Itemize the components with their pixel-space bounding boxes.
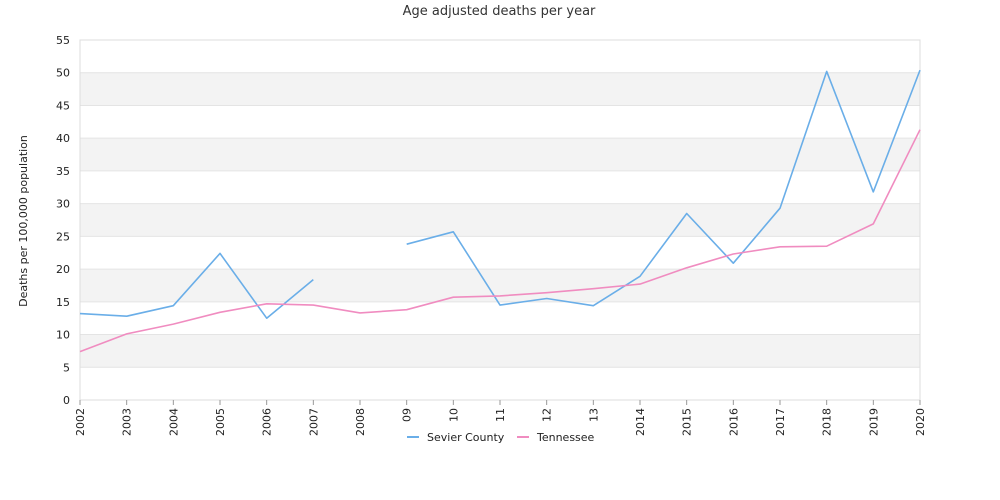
y-tick-label: 10 [56, 329, 70, 342]
x-tick-label: 2002 [74, 408, 87, 436]
x-tick-label: 2018 [821, 408, 834, 436]
y-tick-label: 35 [56, 165, 70, 178]
legend: Sevier County Tennessee [407, 431, 595, 444]
y-tick-label: 45 [56, 99, 70, 112]
y-tick-label: 0 [63, 394, 70, 407]
x-tick-label: 13 [587, 408, 600, 422]
x-tick-label: 2003 [121, 408, 134, 436]
chart-title: Age adjusted deaths per year [403, 4, 596, 19]
y-tick-label: 30 [56, 198, 70, 211]
series-line [79, 129, 921, 353]
x-tick-label: 10 [447, 408, 460, 422]
y-tick-label: 40 [56, 132, 70, 145]
grid-lines [80, 39, 920, 401]
x-tick-label: 2014 [634, 408, 647, 436]
x-tick-label: 12 [541, 408, 554, 422]
grid-bands [80, 72, 920, 368]
grid-band [80, 269, 920, 302]
y-axis-ticks: 0 5 10 15 20 25 30 35 40 45 50 55 [56, 34, 70, 407]
x-tick-label: 2019 [867, 408, 880, 436]
y-tick-label: 15 [56, 296, 70, 309]
x-tick-label: 2005 [214, 408, 227, 436]
x-axis-ticks: 2002 2003 2004 2005 2006 2007 2008 09 10 11 12 13 20… [74, 400, 927, 436]
y-tick-label: 50 [56, 67, 70, 80]
y-tick-label: 55 [56, 34, 70, 47]
y-tick-label: 20 [56, 263, 70, 276]
grid-band [80, 203, 920, 237]
x-tick-label: 2007 [307, 408, 320, 436]
series-lines [79, 69, 921, 353]
x-tick-label: 2017 [774, 408, 787, 436]
series-line [406, 69, 921, 307]
x-tick-label: 2006 [261, 408, 274, 436]
grid-band [80, 334, 920, 368]
x-tick-label: 2016 [727, 408, 740, 436]
y-tick-label: 5 [63, 361, 70, 374]
x-tick-label: 11 [494, 408, 507, 422]
legend-label: Tennessee [536, 431, 595, 444]
grid-band [80, 72, 920, 106]
grid-band [80, 138, 920, 171]
x-tick-label: 09 [401, 408, 414, 422]
x-tick-label: 2004 [167, 408, 180, 436]
y-axis-label: Deaths per 100,000 population [17, 135, 30, 307]
legend-label: Sevier County [427, 431, 505, 444]
y-tick-label: 25 [56, 230, 70, 243]
x-tick-label: 2015 [681, 408, 694, 436]
x-tick-label: 2020 [914, 408, 927, 436]
x-tick-label: 2008 [354, 408, 367, 436]
series-line [79, 252, 314, 319]
